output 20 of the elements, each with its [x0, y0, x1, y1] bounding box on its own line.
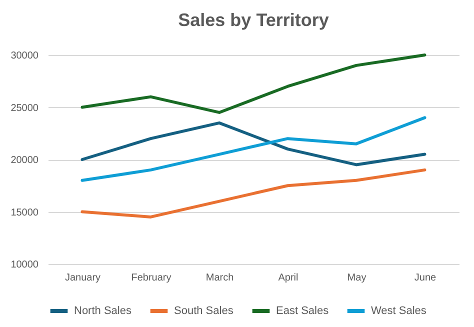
legend-label: South Sales [174, 305, 234, 317]
x-tick-label: March [206, 272, 234, 284]
legend-label: West Sales [371, 305, 427, 317]
x-tick-label: January [64, 272, 101, 284]
y-tick-label: 20000 [10, 155, 39, 166]
y-tick-label: 15000 [10, 207, 39, 218]
legend-label: North Sales [74, 305, 132, 317]
x-tick-label: May [347, 272, 366, 284]
line-series [80, 54, 426, 114]
x-tick-label: February [131, 272, 172, 284]
legend-label: East Sales [276, 305, 330, 317]
line-series [80, 168, 426, 218]
y-tick-label: 10000 [10, 260, 39, 270]
line-series [80, 116, 426, 182]
x-tick-label: June [414, 272, 437, 284]
y-tick-label: 30000 [10, 50, 39, 62]
line-series [80, 121, 426, 166]
y-tick-label: 25000 [10, 102, 39, 114]
chart-title: Sales by Territory [178, 10, 329, 30]
x-tick-label: April [278, 272, 298, 284]
